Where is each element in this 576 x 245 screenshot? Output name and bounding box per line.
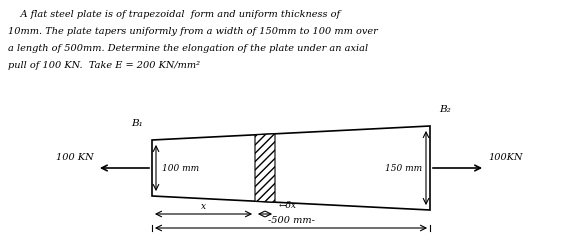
- Text: B₁: B₁: [131, 119, 143, 128]
- Text: pull of 100 KN.  Take E = 200 KN/mm²: pull of 100 KN. Take E = 200 KN/mm²: [8, 61, 200, 70]
- Text: ←δx: ←δx: [279, 201, 297, 210]
- Text: a length of 500mm. Determine the elongation of the plate under an axial: a length of 500mm. Determine the elongat…: [8, 44, 368, 53]
- Polygon shape: [255, 134, 275, 202]
- Text: 10mm. The plate tapers uniformly from a width of 150mm to 100 mm over: 10mm. The plate tapers uniformly from a …: [8, 27, 378, 36]
- Text: -500 mm-: -500 mm-: [268, 216, 314, 225]
- Text: 150 mm: 150 mm: [385, 163, 422, 172]
- Text: 100KN: 100KN: [488, 153, 522, 162]
- Text: 100 mm: 100 mm: [162, 163, 199, 172]
- Text: B₂: B₂: [439, 105, 451, 114]
- Text: A flat steel plate is of trapezoidal  form and uniform thickness of: A flat steel plate is of trapezoidal for…: [8, 10, 340, 19]
- Text: x: x: [201, 202, 206, 211]
- Text: 100 KN: 100 KN: [56, 153, 94, 162]
